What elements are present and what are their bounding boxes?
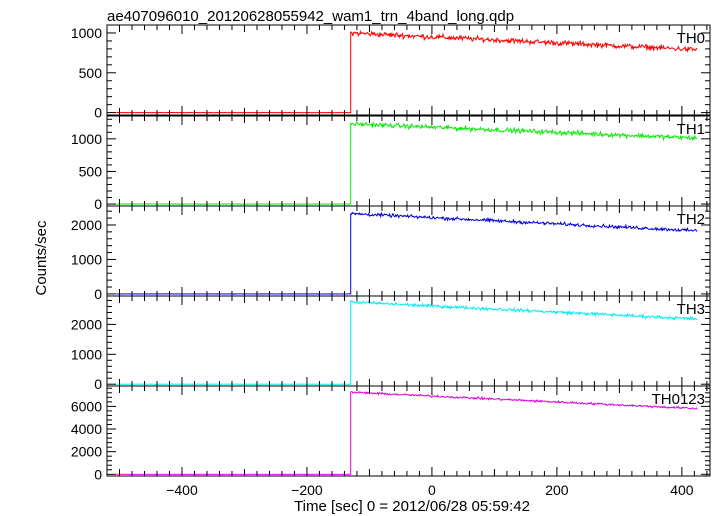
panel-label-th2: TH2: [677, 211, 705, 228]
y-axis-title: Counts/sec: [33, 220, 50, 296]
y-tick-label: 4000: [71, 421, 102, 437]
series-line-th2: [116, 211, 698, 295]
y-tick-label: 1000: [71, 131, 102, 147]
panel-th0123: 0 2000 4000 6000 TH0123: [71, 385, 711, 482]
x-tick-label: −200: [291, 482, 323, 498]
x-tick-label: −400: [166, 482, 198, 498]
x-axis-title: Time [sec] 0 = 2012/06/28 05:59:42: [294, 498, 530, 515]
y-tick-label: 500: [79, 65, 103, 81]
chart-title: ae407096010_20120628055942_wam1_trn_4ban…: [107, 8, 514, 25]
panel-frame: [106, 24, 711, 116]
panel-label-th0123: TH0123: [652, 391, 705, 408]
y-tick-label: 2000: [71, 444, 102, 460]
series-line-th0: [116, 29, 698, 114]
panel-frame: [106, 295, 711, 387]
y-tick-label: 0: [94, 196, 102, 212]
panel-th2: 0 1000 2000 TH2: [71, 205, 711, 302]
series-line-th1: [116, 121, 698, 205]
panel-th3: 0 1000 2000 TH3: [71, 295, 711, 392]
panel-label-th0: TH0: [677, 30, 705, 47]
y-tick-label: 0: [94, 286, 102, 302]
y-tick-label: 1000: [71, 346, 102, 362]
x-tick-label: 0: [428, 482, 436, 498]
y-tick-label: 1000: [71, 251, 102, 267]
y-tick-label: 2000: [71, 316, 102, 332]
panel-th1: 0 500 1000 TH1: [71, 115, 711, 212]
y-tick-label: 500: [79, 163, 103, 179]
panel-label-th1: TH1: [677, 121, 705, 138]
panel-frame: [106, 385, 711, 477]
y-tick-label: 0: [94, 105, 102, 121]
y-tick-label: 6000: [71, 398, 102, 414]
y-tick-label: 0: [94, 466, 102, 482]
series-line-th0123: [116, 390, 698, 475]
y-tick-label: 1000: [71, 25, 102, 41]
y-tick-label: 0: [94, 376, 102, 392]
panel-label-th3: TH3: [677, 301, 705, 318]
panel-th0: 0 500 1000 TH0: [71, 24, 711, 121]
x-tick-label: 400: [670, 482, 694, 498]
panel-frame: [106, 205, 711, 297]
series-line-th3: [116, 299, 698, 385]
y-tick-label: 2000: [71, 217, 102, 233]
x-tick-label: 200: [545, 482, 569, 498]
